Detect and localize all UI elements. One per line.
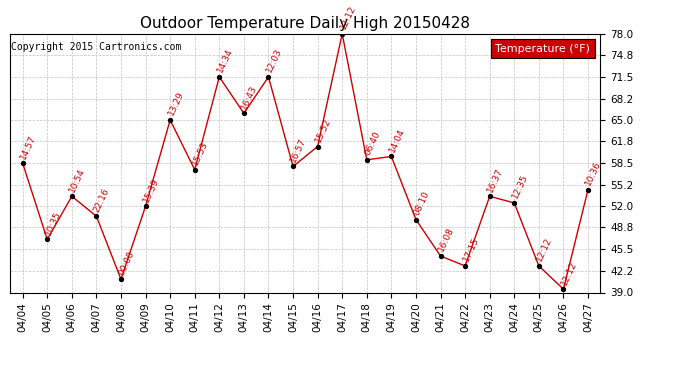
Text: 12:12: 12:12 [338,4,357,31]
Text: 15:39: 15:39 [141,176,161,204]
Text: 12:35: 12:35 [511,173,529,200]
Point [337,31,348,37]
Point [435,253,446,259]
Point [165,117,176,123]
Point [484,193,495,199]
Text: 16:43: 16:43 [240,84,259,111]
Text: 14:34: 14:34 [215,47,235,74]
Point [533,263,544,269]
Text: 10:35: 10:35 [43,209,62,237]
Text: 10:36: 10:36 [584,160,603,187]
Point [288,164,299,170]
Text: 14:04: 14:04 [387,127,406,154]
Text: 13:29: 13:29 [166,90,185,117]
Point [263,74,274,80]
Point [140,203,151,209]
Text: 00:00: 00:00 [117,249,136,276]
Point [558,286,569,292]
Text: 06:40: 06:40 [363,130,382,157]
Text: 15:52: 15:52 [314,117,333,144]
Point [17,160,28,166]
Point [460,263,471,269]
Point [509,200,520,206]
Text: 17:15: 17:15 [461,236,480,263]
Point [189,167,200,173]
Text: Copyright 2015 Cartronics.com: Copyright 2015 Cartronics.com [11,42,181,51]
Point [238,110,249,116]
Text: 16:37: 16:37 [486,166,505,194]
Text: 08:10: 08:10 [412,189,431,217]
Text: 15:53: 15:53 [190,140,210,167]
Point [66,193,77,199]
Text: 16:57: 16:57 [289,136,308,164]
Point [115,276,126,282]
Point [411,216,422,222]
Point [582,187,593,193]
Point [312,144,323,150]
Title: Outdoor Temperature Daily High 20150428: Outdoor Temperature Daily High 20150428 [140,16,471,31]
Text: 12:12: 12:12 [535,236,554,263]
Text: 14:57: 14:57 [19,133,38,160]
Point [41,236,52,242]
Text: 16:08: 16:08 [437,226,455,253]
Text: 22:16: 22:16 [92,186,111,213]
Point [386,153,397,159]
Text: 10:54: 10:54 [68,166,87,194]
Point [91,213,102,219]
Point [214,74,225,80]
Text: 12:12: 12:12 [560,260,578,286]
Point [362,157,373,163]
Text: 12:03: 12:03 [264,47,284,74]
